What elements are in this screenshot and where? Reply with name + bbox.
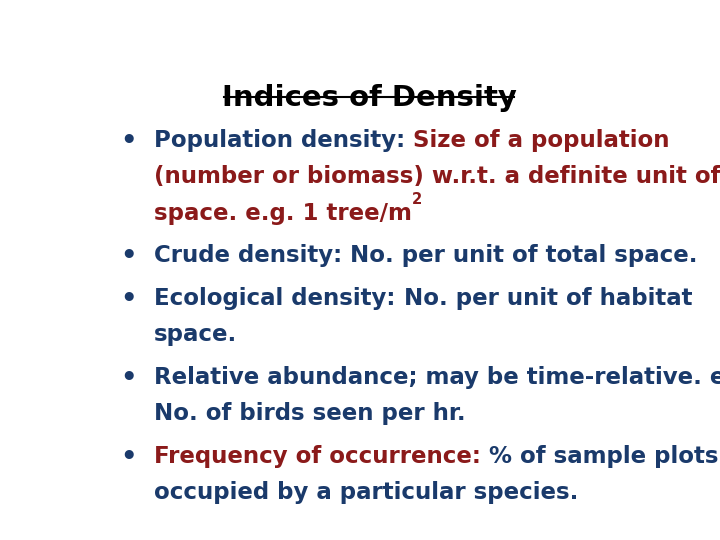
Text: •: • — [121, 366, 138, 392]
Text: Relative abundance; may be time-relative. e.g.: Relative abundance; may be time-relative… — [154, 366, 720, 389]
Text: % of sample plots: % of sample plots — [489, 445, 719, 468]
Text: No. of birds seen per hr.: No. of birds seen per hr. — [154, 402, 466, 425]
Text: 2: 2 — [412, 192, 423, 207]
Text: (number or biomass) w.r.t. a definite unit of: (number or biomass) w.r.t. a definite un… — [154, 165, 720, 188]
Text: •: • — [121, 244, 138, 271]
Text: Population density:: Population density: — [154, 129, 413, 152]
Text: Crude density:: Crude density: — [154, 244, 351, 267]
Text: space.: space. — [154, 323, 238, 346]
Text: occupied by a particular species.: occupied by a particular species. — [154, 481, 579, 504]
Text: Frequency of occurrence:: Frequency of occurrence: — [154, 445, 489, 468]
Text: Ecological density:: Ecological density: — [154, 287, 403, 310]
Text: •: • — [121, 445, 138, 471]
Text: No. per unit of habitat: No. per unit of habitat — [403, 287, 692, 310]
Text: Size of a population: Size of a population — [413, 129, 670, 152]
Text: •: • — [121, 287, 138, 313]
Text: space. e.g. 1 tree/m: space. e.g. 1 tree/m — [154, 201, 412, 225]
Text: No. per unit of total space.: No. per unit of total space. — [351, 244, 698, 267]
Text: •: • — [121, 129, 138, 155]
Text: Indices of Density: Indices of Density — [222, 84, 516, 112]
